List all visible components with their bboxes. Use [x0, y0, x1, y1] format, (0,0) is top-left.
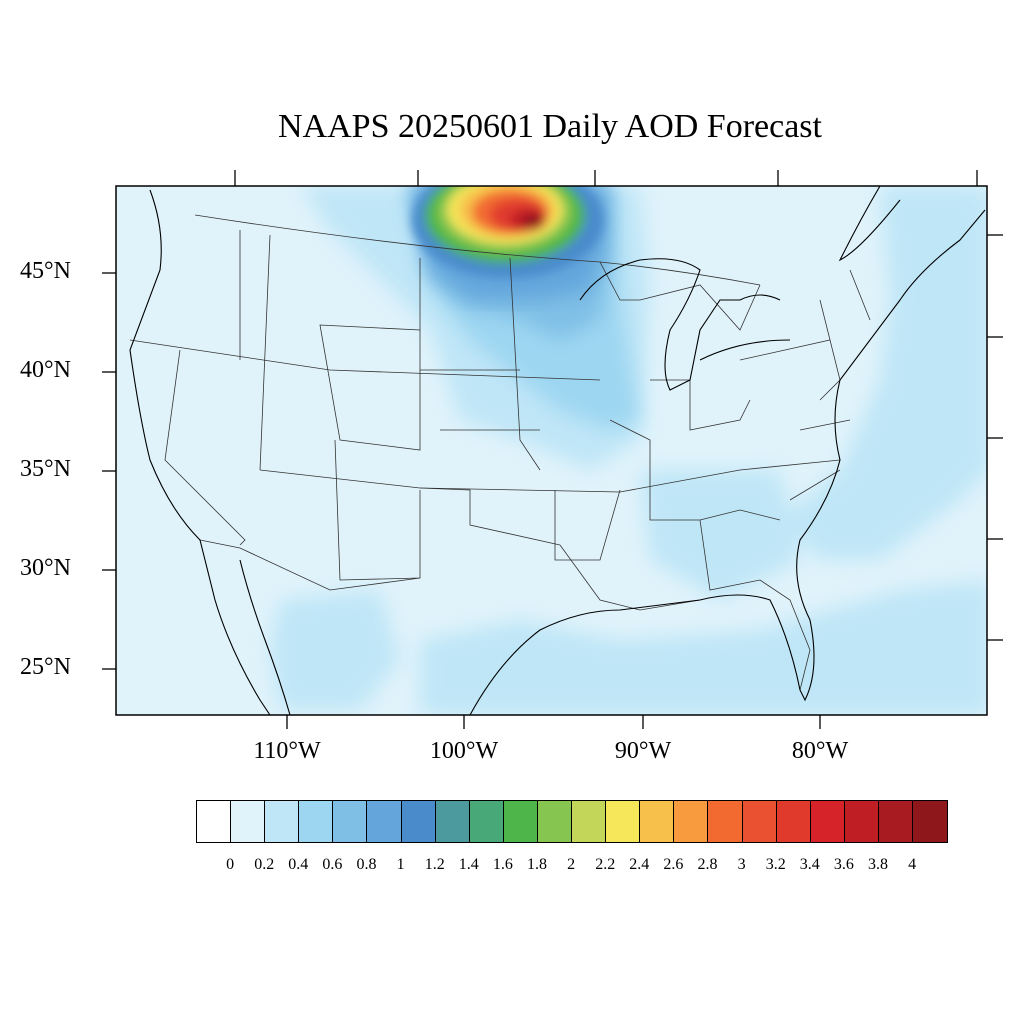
colorbar-swatch — [231, 801, 266, 842]
colorbar-swatch — [674, 801, 709, 842]
colorbar — [196, 800, 949, 843]
colorbar-tick-label: 1.6 — [492, 856, 513, 873]
colorbar-swatch — [912, 801, 948, 842]
map-frame — [115, 185, 988, 716]
colorbar-tick-label: 0.4 — [288, 856, 309, 873]
lat-label-35: 35°N — [20, 456, 71, 482]
lat-label-30: 30°N — [20, 555, 71, 581]
lat-label-45: 45°N — [20, 258, 71, 284]
colorbar-tick-label: 0.6 — [322, 856, 343, 873]
colorbar-swatch — [299, 801, 334, 842]
colorbar-tick-label: 2.6 — [663, 856, 684, 873]
colorbar-swatch — [810, 801, 845, 842]
colorbar-tick-label: 3.2 — [765, 856, 786, 873]
colorbar-swatch — [367, 801, 402, 842]
colorbar-swatch — [197, 801, 232, 842]
colorbar-swatch — [742, 801, 777, 842]
colorbar-tick-label: 0.8 — [356, 856, 377, 873]
lon-label-100w: 100°W — [429, 738, 499, 764]
colorbar-tick-label: 2.2 — [595, 856, 616, 873]
lat-label-40: 40°N — [20, 357, 71, 383]
colorbar-tick-label: 1.8 — [527, 856, 547, 873]
colorbar-swatch — [572, 801, 607, 842]
lon-label-90w: 90°W — [614, 738, 672, 764]
lon-label-80w: 80°W — [791, 738, 849, 764]
colorbar-swatch — [537, 801, 573, 842]
boundary-lines — [129, 214, 871, 691]
colorbar-tick-label: 3.8 — [868, 856, 888, 873]
colorbar-tick-label: 0 — [226, 856, 235, 873]
colorbar-swatch — [640, 801, 675, 842]
colorbar-tick-label: 0.2 — [254, 856, 275, 873]
colorbar-tick-label: 1.2 — [424, 856, 445, 873]
colorbar-swatch — [503, 801, 538, 842]
tick-marks — [102, 170, 1003, 729]
colorbar-swatch — [469, 801, 504, 842]
colorbar-tick-label: 1 — [396, 856, 405, 873]
aod-field — [116, 186, 987, 715]
colorbar-tick-label: 2.4 — [629, 856, 650, 873]
colorbar-tick-label: 2.8 — [697, 856, 718, 873]
colorbar-tick-label: 1.4 — [458, 856, 479, 873]
colorbar-swatch — [708, 801, 743, 842]
colorbar-swatch — [844, 801, 879, 842]
lon-label-110w: 110°W — [253, 738, 321, 764]
colorbar-tick-label: 3.4 — [799, 856, 820, 873]
colorbar-tick-label: 2 — [567, 856, 576, 873]
colorbar-swatch — [435, 801, 470, 842]
colorbar-swatch — [878, 801, 913, 842]
lat-label-25: 25°N — [20, 654, 71, 680]
colorbar-swatch — [265, 801, 300, 842]
colorbar-swatch — [333, 801, 368, 842]
colorbar-tick-label: 3 — [737, 856, 746, 873]
colorbar-swatch — [606, 801, 641, 842]
map-title: NAAPS 20250601 Daily AOD Forecast — [278, 108, 822, 145]
colorbar-swatch — [401, 801, 436, 842]
colorbar-tick-label: 4 — [908, 856, 917, 873]
colorbar-tick-label: 3.6 — [833, 856, 854, 873]
colorbar-swatch — [776, 801, 811, 842]
coastlines — [129, 186, 986, 715]
